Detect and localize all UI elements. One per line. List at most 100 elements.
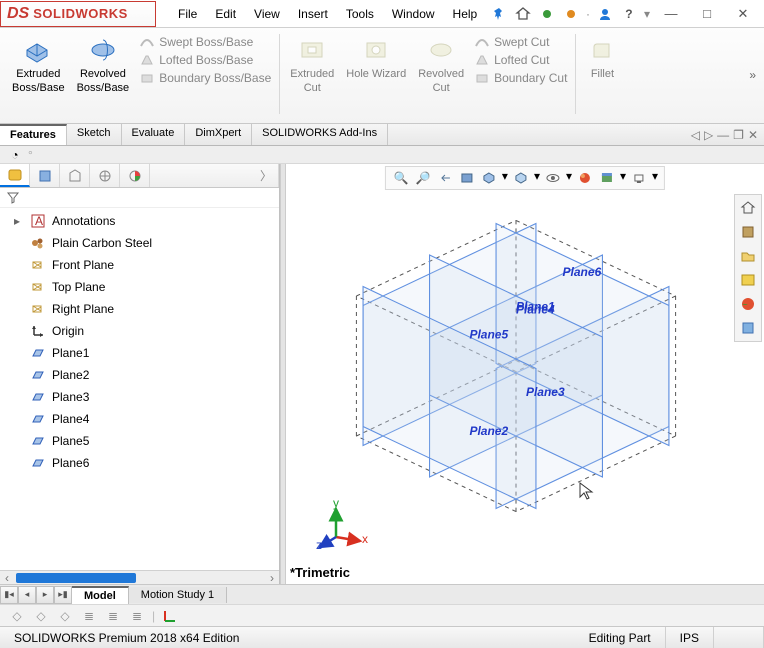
tab-evaluate[interactable]: Evaluate	[122, 124, 186, 145]
view-orient-icon[interactable]	[480, 169, 498, 187]
doc-close-icon[interactable]: ✕	[748, 128, 758, 142]
tree-item-plane4[interactable]: Plane4	[0, 408, 279, 430]
tree-tab-expand-icon[interactable]: 〉	[150, 164, 279, 187]
tree-tab-feature[interactable]	[0, 164, 30, 187]
menu-insert[interactable]: Insert	[290, 3, 336, 25]
tree-item-top-plane[interactable]: Top Plane	[0, 276, 279, 298]
pin-icon[interactable]	[490, 5, 508, 23]
revolved-boss-base-button[interactable]: Revolved Boss/Base	[71, 32, 136, 96]
status-dot-orange-icon[interactable]	[562, 5, 580, 23]
tree-item-plane3[interactable]: Plane3	[0, 386, 279, 408]
status-units[interactable]: IPS	[666, 627, 714, 648]
revolved-cut-button[interactable]: Revolved Cut	[412, 32, 470, 96]
tree-item-plane6[interactable]: Plane6	[0, 452, 279, 474]
minimize-icon[interactable]: —	[656, 4, 686, 24]
tree-item-right-plane[interactable]: Right Plane	[0, 298, 279, 320]
menu-edit[interactable]: Edit	[207, 3, 244, 25]
lofted-cut-button[interactable]: Lofted Cut	[474, 52, 567, 68]
nav-prev-icon[interactable]: ◂	[18, 586, 36, 604]
menu-file[interactable]: File	[170, 3, 205, 25]
tree-tab-config[interactable]	[60, 164, 90, 187]
boundary-cut-button[interactable]: Boundary Cut	[474, 70, 567, 86]
bottom-tab-motion[interactable]: Motion Study 1	[129, 587, 227, 603]
close-icon[interactable]: ✕	[728, 4, 758, 24]
doc-restore-icon[interactable]: ❐	[733, 128, 744, 142]
tab-addins[interactable]: SOLIDWORKS Add-Ins	[252, 124, 388, 145]
tree-h-scrollbar[interactable]: ‹ ›	[0, 570, 279, 584]
ts-icon[interactable]: ◇	[8, 607, 26, 625]
extruded-cut-button[interactable]: Extruded Cut	[284, 32, 340, 96]
scene-icon[interactable]	[598, 169, 616, 187]
tree-item-origin[interactable]: Origin	[0, 320, 279, 342]
bottom-tab-model[interactable]: Model	[72, 586, 129, 604]
extruded-boss-base-button[interactable]: Extruded Boss/Base	[6, 32, 71, 96]
ts-icon[interactable]: ≣	[80, 607, 98, 625]
swept-boss-button[interactable]: Swept Boss/Base	[139, 34, 271, 50]
doc-minimize-icon[interactable]: —	[717, 128, 729, 142]
tree-filter[interactable]	[0, 188, 279, 208]
ts-icon[interactable]: ◇	[56, 607, 74, 625]
tab-prev-icon[interactable]: ◁	[691, 128, 700, 142]
lofted-boss-button[interactable]: Lofted Boss/Base	[139, 52, 271, 68]
plane-icon	[30, 345, 46, 361]
help-icon[interactable]: ?	[620, 5, 638, 23]
svg-text:x: x	[362, 532, 368, 546]
tree-body[interactable]: ▸AAnnotationsPlain Carbon SteelFront Pla…	[0, 208, 279, 570]
maximize-icon[interactable]: □	[692, 4, 722, 24]
tree-tab-property[interactable]	[30, 164, 60, 187]
menu-tools[interactable]: Tools	[338, 3, 382, 25]
swept-cut-icon	[474, 34, 490, 50]
status-dot-green-icon[interactable]	[538, 5, 556, 23]
ts-icon[interactable]: ≣	[104, 607, 122, 625]
thin-tool-icon[interactable]: ◔	[6, 146, 24, 164]
tree-item-plain-carbon-steel[interactable]: Plain Carbon Steel	[0, 232, 279, 254]
tree-expand-icon[interactable]: ▸	[14, 214, 24, 228]
user-icon[interactable]	[596, 5, 614, 23]
nav-first-icon[interactable]: ▮◂	[0, 586, 18, 604]
zoom-fit-icon[interactable]: 🔍	[392, 169, 410, 187]
menu-window[interactable]: Window	[384, 3, 443, 25]
view-settings-icon[interactable]	[630, 169, 648, 187]
ribbon-expand-icon[interactable]: »	[749, 68, 756, 82]
fillet-button[interactable]: Fillet	[580, 32, 624, 82]
tree-item-plane2[interactable]: Plane2	[0, 364, 279, 386]
logo-ds: DS	[7, 5, 29, 23]
tab-next-icon[interactable]: ▷	[704, 128, 713, 142]
projection-label: *Trimetric	[290, 565, 350, 580]
menu-help[interactable]: Help	[445, 3, 486, 25]
hole-wizard-button[interactable]: Hole Wizard	[340, 32, 412, 82]
tree-tab-dim[interactable]	[90, 164, 120, 187]
swept-cut-button[interactable]: Swept Cut	[474, 34, 567, 50]
thin-toolbar: ◔ °	[0, 146, 764, 164]
tree-tab-display[interactable]	[120, 164, 150, 187]
plane-icon	[30, 367, 46, 383]
ts-icon[interactable]: ≣	[128, 607, 146, 625]
menu-view[interactable]: View	[246, 3, 288, 25]
ts-coord-icon[interactable]	[161, 607, 179, 625]
tree-item-annotations[interactable]: ▸AAnnotations	[0, 210, 279, 232]
nav-last-icon[interactable]: ▸▮	[54, 586, 72, 604]
revolved-cut-icon	[425, 34, 457, 66]
status-extra	[714, 627, 764, 648]
tree-item-plane1[interactable]: Plane1	[0, 342, 279, 364]
section-icon[interactable]	[458, 169, 476, 187]
zoom-area-icon[interactable]: 🔎	[414, 169, 432, 187]
tree-item-front-plane[interactable]: Front Plane	[0, 254, 279, 276]
tab-sketch[interactable]: Sketch	[67, 124, 122, 145]
prev-view-icon[interactable]	[436, 169, 454, 187]
logo-name: SOLIDWORKS	[33, 6, 128, 21]
cursor-icon	[578, 481, 594, 504]
nav-next-icon[interactable]: ▸	[36, 586, 54, 604]
tab-dimxpert[interactable]: DimXpert	[185, 124, 252, 145]
tab-features[interactable]: Features	[0, 124, 67, 145]
appearance-icon[interactable]	[576, 169, 594, 187]
tree-item-label: Plane5	[52, 434, 89, 448]
hide-show-icon[interactable]	[544, 169, 562, 187]
boundary-boss-button[interactable]: Boundary Boss/Base	[139, 70, 271, 86]
display-style-icon[interactable]	[512, 169, 530, 187]
ts-icon[interactable]: ◇	[32, 607, 50, 625]
home-icon[interactable]	[514, 5, 532, 23]
tree-item-plane5[interactable]: Plane5	[0, 430, 279, 452]
scroll-thumb[interactable]	[16, 573, 136, 583]
viewport[interactable]: 🔍 🔎 ▾ ▾ ▾ ▾ ▾ Plane6Plane4Plane5Plane3Pl…	[286, 164, 764, 584]
